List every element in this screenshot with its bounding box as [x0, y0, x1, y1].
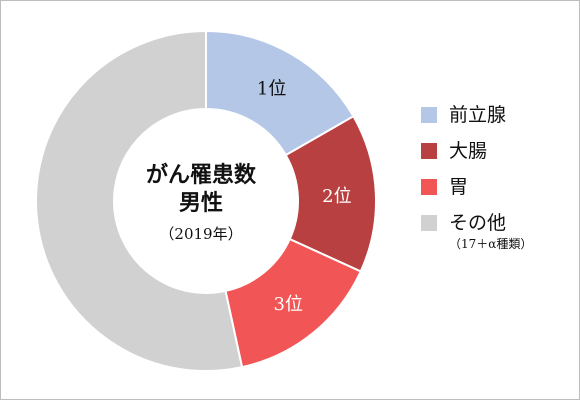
- legend-item-prostate: 前立腺: [421, 97, 571, 133]
- legend-swatch-other: [421, 215, 437, 231]
- slice-label-prostate: 1位: [257, 79, 286, 100]
- slice-label-colon: 2位: [322, 186, 351, 207]
- donut-slice-other: [35, 29, 244, 372]
- legend-item-other: その他: [421, 205, 571, 241]
- legend-item-colon: 大腸: [421, 133, 571, 169]
- center-title-line-2: 男性: [178, 190, 223, 216]
- donut-center-text: がん罹患数 男性 （2019年）: [121, 161, 281, 244]
- slice-label-stomach: 3位: [274, 294, 303, 315]
- legend-swatch-stomach: [421, 179, 437, 195]
- center-year: （2019年）: [159, 225, 243, 243]
- legend-swatch-prostate: [421, 107, 437, 123]
- legend-item-stomach: 胃: [421, 169, 571, 205]
- legend-note: （17＋α種類）: [449, 237, 533, 251]
- legend-label-stomach: 胃: [449, 175, 469, 198]
- legend-label-other: その他: [449, 211, 507, 234]
- legend-label-colon: 大腸: [449, 139, 488, 162]
- center-title-line-1: がん罹患数: [145, 162, 256, 188]
- legend-label-prostate: 前立腺: [449, 103, 507, 126]
- legend-swatch-colon: [421, 143, 437, 159]
- chart-legend: 前立腺 大腸 胃 その他 （17＋α種類）: [421, 97, 571, 252]
